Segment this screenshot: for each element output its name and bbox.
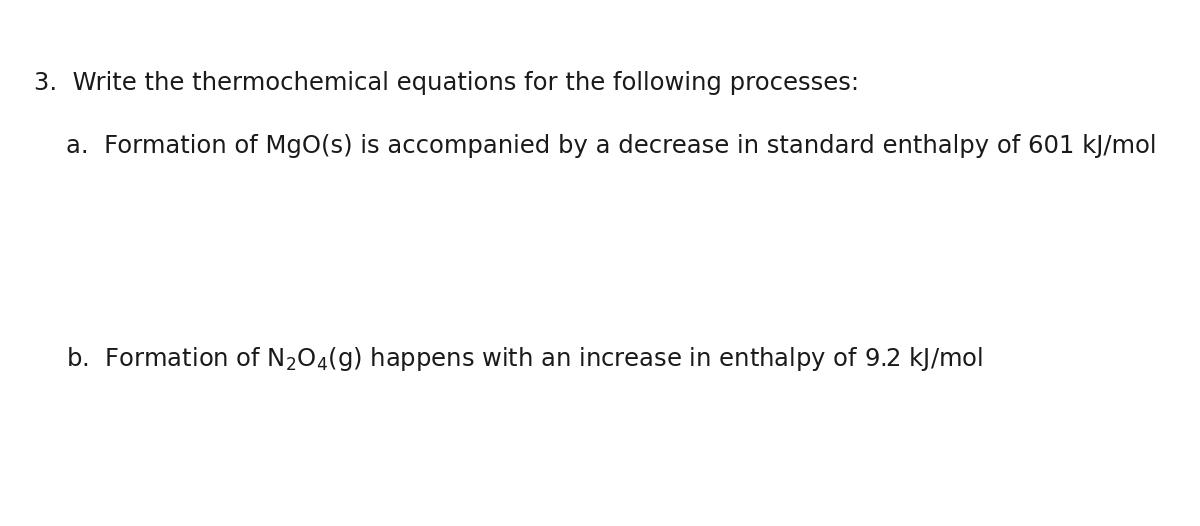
Text: 3.  Write the thermochemical equations for the following processes:: 3. Write the thermochemical equations fo… [34,71,859,95]
Text: a.  Formation of MgO(s) is accompanied by a decrease in standard enthalpy of 601: a. Formation of MgO(s) is accompanied by… [66,134,1157,158]
Text: b.  Formation of N$_2$O$_4$(g) happens with an increase in enthalpy of 9.2 kJ/mo: b. Formation of N$_2$O$_4$(g) happens wi… [66,345,983,372]
